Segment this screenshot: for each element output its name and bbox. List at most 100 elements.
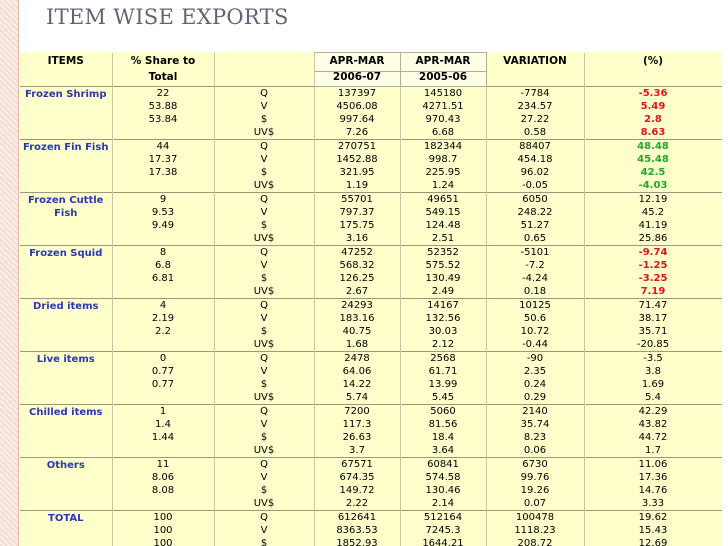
percent-change-cell: 17.36 bbox=[584, 471, 722, 484]
value-2006-07-cell: 674.35 bbox=[314, 471, 401, 484]
value-2006-07-cell: 175.75 bbox=[314, 219, 401, 232]
value-2005-06-cell: 574.58 bbox=[400, 471, 487, 484]
variation-cell: 99.76 bbox=[486, 471, 585, 484]
value-2006-07-cell: 3.16 bbox=[314, 232, 401, 246]
percent-change-cell: 25.86 bbox=[584, 232, 722, 246]
table-row: 9.53 V 797.37 549.15 248.22 45.2 bbox=[20, 206, 722, 219]
value-2006-07-cell: 47252 bbox=[314, 245, 401, 259]
percent-change-cell: 42.5 bbox=[584, 166, 722, 179]
header-year-2006-07: 2006-07 bbox=[313, 71, 401, 87]
share-cell bbox=[112, 126, 215, 140]
value-2006-07-cell: 2.22 bbox=[314, 497, 401, 511]
share-cell: 100 bbox=[112, 510, 215, 524]
header-unit-blank bbox=[214, 52, 315, 72]
percent-change-cell: 48.48 bbox=[584, 139, 722, 153]
table-row: 6.8 V 568.32 575.52 -7.2 -1.25 bbox=[20, 259, 722, 272]
table-row: 9.49 $175.75 124.48 51.27 41.19 bbox=[20, 219, 722, 232]
value-2006-07-cell: 7200 bbox=[314, 404, 401, 418]
variation-cell: -0.44 bbox=[486, 338, 585, 352]
table-row: Frozen Fin Fish 44 Q 270751 182344 88407 48.48 bbox=[20, 139, 722, 193]
share-cell: 53.88 bbox=[112, 100, 215, 113]
variation-cell: 51.27 bbox=[486, 219, 585, 232]
unit-cell: Q bbox=[214, 351, 315, 365]
percent-change-cell: 12.19 bbox=[584, 192, 722, 206]
value-2005-06-cell: 18.4 bbox=[400, 431, 487, 444]
value-2006-07-cell: 40.75 bbox=[314, 325, 401, 338]
variation-cell: 88407 bbox=[486, 139, 585, 153]
unit-cell: UV$ bbox=[214, 285, 315, 299]
item-name-cell: Frozen Fin Fish bbox=[20, 139, 113, 193]
value-2006-07-cell: 1852.93 bbox=[314, 537, 401, 546]
share-cell: 2.19 bbox=[112, 312, 215, 325]
variation-cell: 35.74 bbox=[486, 418, 585, 431]
unit-cell: $ bbox=[214, 537, 315, 546]
share-cell bbox=[112, 444, 215, 458]
value-2006-07-cell: 568.32 bbox=[314, 259, 401, 272]
value-2005-06-cell: 3.64 bbox=[400, 444, 487, 458]
item-name-cell: Chilled items bbox=[20, 404, 113, 458]
value-2005-06-cell: 1.24 bbox=[400, 179, 487, 193]
value-2005-06-cell: 970.43 bbox=[400, 113, 487, 126]
unit-cell: $ bbox=[214, 166, 315, 179]
percent-change-cell: -5.36 bbox=[584, 86, 722, 100]
variation-cell: 10.72 bbox=[486, 325, 585, 338]
percent-change-cell: -3.5 bbox=[584, 351, 722, 365]
share-cell bbox=[112, 232, 215, 246]
unit-cell: Q bbox=[214, 139, 315, 153]
percent-change-cell: 8.63 bbox=[584, 126, 722, 140]
unit-cell: Q bbox=[214, 298, 315, 312]
value-2006-07-cell: 1452.88 bbox=[314, 153, 401, 166]
unit-cell: UV$ bbox=[214, 444, 315, 458]
unit-cell: UV$ bbox=[214, 338, 315, 352]
value-2006-07-cell: 14.22 bbox=[314, 378, 401, 391]
value-2005-06-cell: 1644.21 bbox=[400, 537, 487, 546]
unit-cell: UV$ bbox=[214, 126, 315, 140]
table-row: 100 $1852.93 1644.21 208.72 12.69 bbox=[20, 537, 722, 546]
unit-cell: $ bbox=[214, 484, 315, 497]
item-name-cell: Frozen Shrimp bbox=[20, 86, 113, 140]
variation-cell: 50.6 bbox=[486, 312, 585, 325]
variation-cell: 1118.23 bbox=[486, 524, 585, 537]
value-2005-06-cell: 61.71 bbox=[400, 365, 487, 378]
table-row: Chilled items 1 Q 7200 5060 2140 42.29 bbox=[20, 404, 722, 458]
share-cell: 100 bbox=[112, 537, 215, 546]
share-cell: 17.37 bbox=[112, 153, 215, 166]
table-row: 2.19 V 183.16 132.56 50.6 38.17 bbox=[20, 312, 722, 325]
variation-cell: 2.35 bbox=[486, 365, 585, 378]
value-2006-07-cell: 997.64 bbox=[314, 113, 401, 126]
share-cell: 1 bbox=[112, 404, 215, 418]
share-cell bbox=[112, 391, 215, 405]
share-cell: 11 bbox=[112, 457, 215, 471]
value-2005-06-cell: 512164 bbox=[400, 510, 487, 524]
percent-change-cell: 19.62 bbox=[584, 510, 722, 524]
value-2005-06-cell: 4271.51 bbox=[400, 100, 487, 113]
share-cell: 9.53 bbox=[112, 206, 215, 219]
unit-cell: V bbox=[214, 471, 315, 484]
variation-cell: -7.2 bbox=[486, 259, 585, 272]
percent-change-cell: 35.71 bbox=[584, 325, 722, 338]
value-2006-07-cell: 270751 bbox=[314, 139, 401, 153]
table-row: Frozen Shrimp 22 Q 137397 145180 -7784 -5.36 bbox=[20, 86, 722, 140]
table-row: UV$ 3.16 2.51 0.65 25.86 bbox=[20, 232, 722, 246]
unit-cell: V bbox=[214, 206, 315, 219]
value-2006-07-cell: 797.37 bbox=[314, 206, 401, 219]
value-2006-07-cell: 612641 bbox=[314, 510, 401, 524]
value-2006-07-cell: 8363.53 bbox=[314, 524, 401, 537]
table-row: UV$ 2.67 2.49 0.18 7.19 bbox=[20, 285, 722, 299]
percent-change-cell: 45.48 bbox=[584, 153, 722, 166]
table-row: Frozen Cuttle Fish 9 Q 55701 49651 6050 12.19 bbox=[20, 192, 722, 246]
variation-cell: 27.22 bbox=[486, 113, 585, 126]
percent-change-cell: 44.72 bbox=[584, 431, 722, 444]
value-2006-07-cell: 24293 bbox=[314, 298, 401, 312]
share-cell: 17.38 bbox=[112, 166, 215, 179]
percent-change-cell: -3.25 bbox=[584, 272, 722, 285]
unit-cell: Q bbox=[214, 510, 315, 524]
variation-cell: 234.57 bbox=[486, 100, 585, 113]
value-2005-06-cell: 2.12 bbox=[400, 338, 487, 352]
share-cell: 6.81 bbox=[112, 272, 215, 285]
share-cell: 9 bbox=[112, 192, 215, 206]
percent-change-cell: 42.29 bbox=[584, 404, 722, 418]
header-variation-blank bbox=[486, 71, 585, 87]
variation-cell: -7784 bbox=[486, 86, 585, 100]
variation-cell: 0.18 bbox=[486, 285, 585, 299]
